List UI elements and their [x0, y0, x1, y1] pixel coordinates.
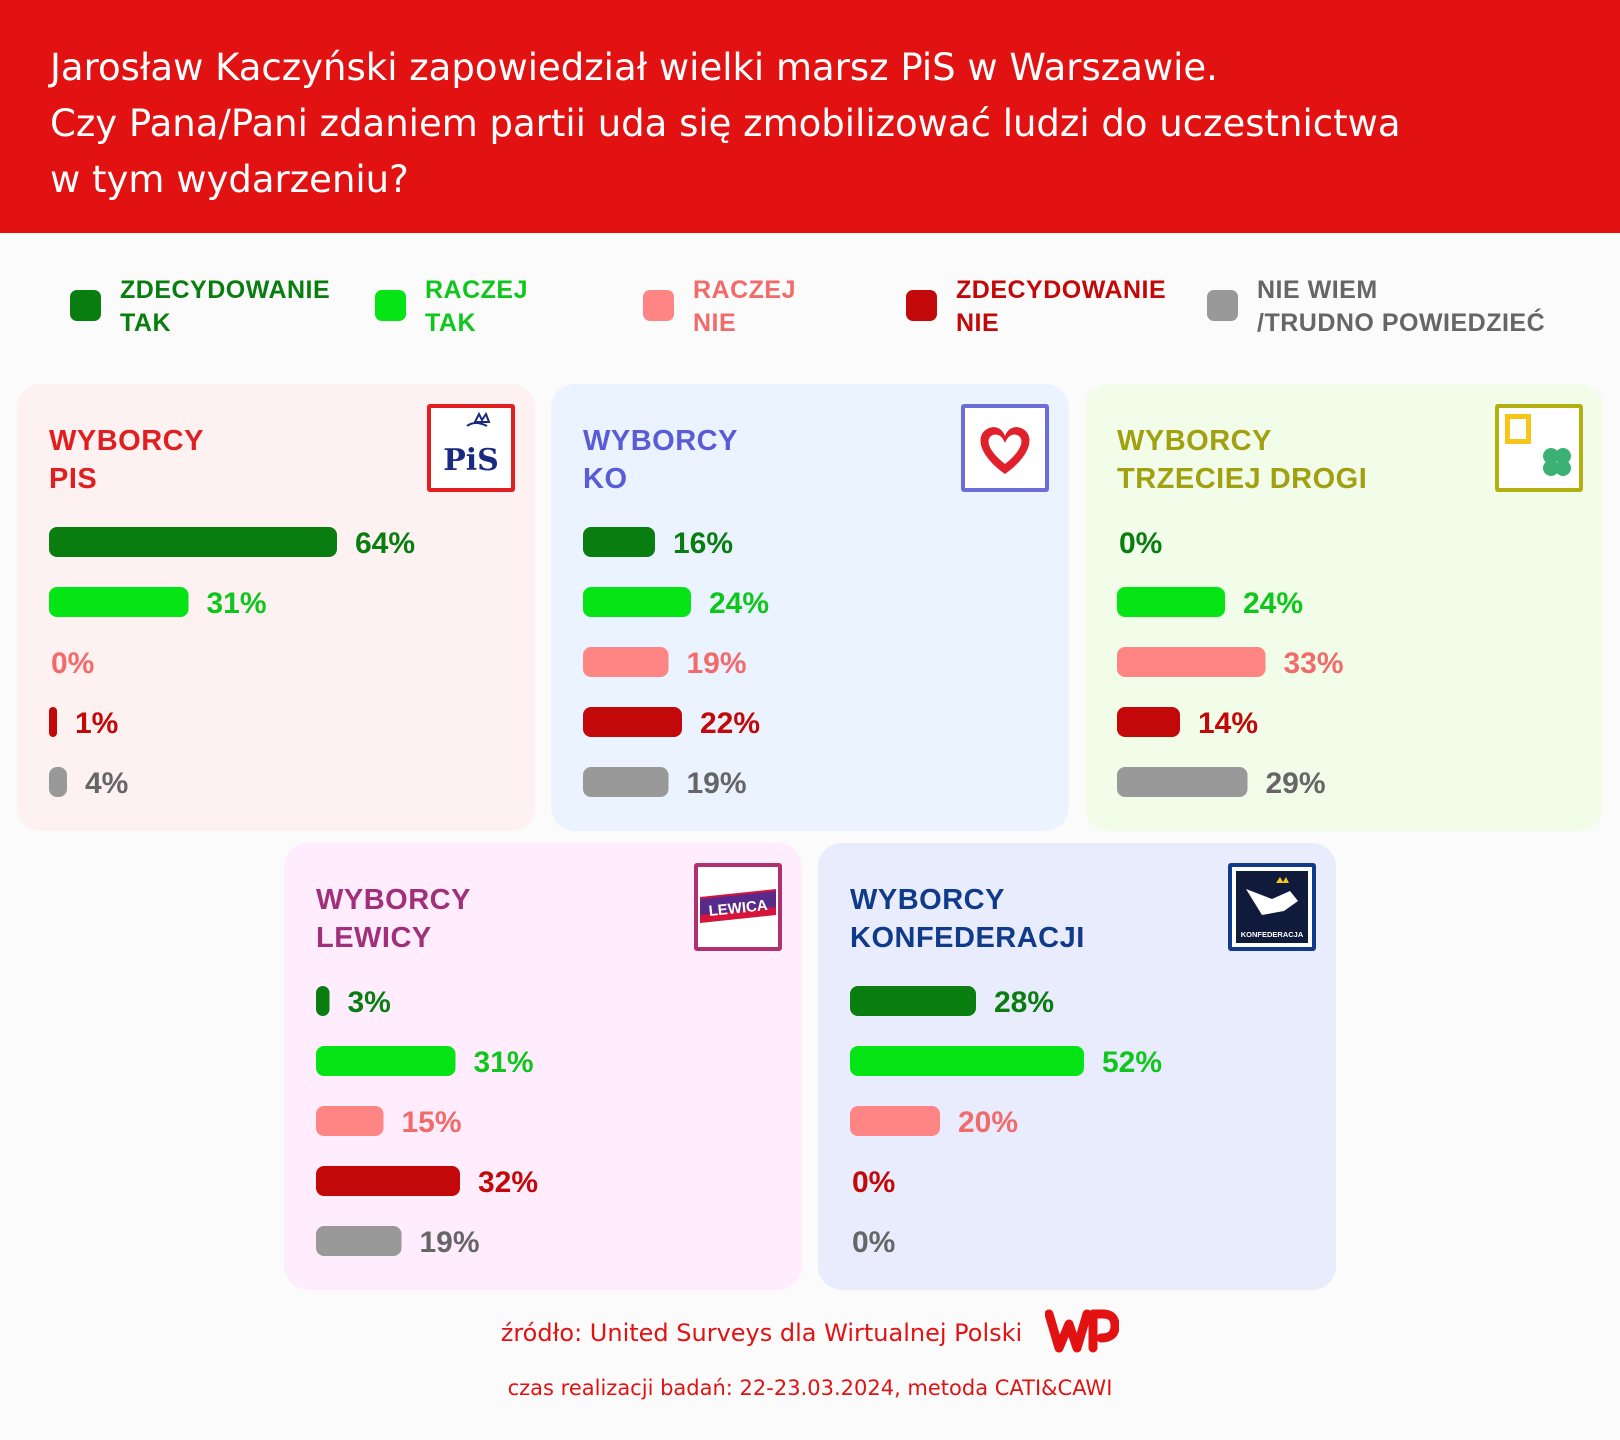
- bars-konfederacja: 28% 52% 20% 0% 0%: [850, 986, 1162, 1259]
- legend-swatch: [643, 290, 674, 321]
- value-label-raczej-nie: 0%: [51, 647, 94, 680]
- value-label-raczej-nie: 19%: [687, 647, 747, 680]
- methodology-footer: czas realizacji badań: 22-23.03.2024, me…: [507, 1376, 1113, 1400]
- legend-swatch: [70, 290, 101, 321]
- value-label-nie-wiem: 19%: [420, 1226, 480, 1259]
- bar-zdecydowanie-nie: [583, 707, 682, 737]
- value-label-raczej-nie: 33%: [1284, 647, 1344, 680]
- legend-item-zdecydowanie-tak: ZDECYDOWANIE TAK: [70, 270, 350, 340]
- bar-zdecydowanie-tak: [49, 527, 337, 557]
- bar-zdecydowanie-tak: [583, 527, 655, 557]
- value-label-raczej-tak: 24%: [709, 587, 769, 620]
- panel-lewica: WYBORCY LEWICY LEWICA 3% 31% 15% 32% 19%: [284, 843, 802, 1290]
- legend-label: NIE WIEM /TRUDNO POWIEDZIEĆ: [1257, 276, 1546, 337]
- panel-title: WYBORCY LEWICY: [316, 884, 471, 954]
- clover-logo: [1495, 404, 1583, 492]
- bar-zdecydowanie-nie: [49, 707, 57, 737]
- value-label-raczej-tak: 24%: [1243, 587, 1303, 620]
- bar-raczej-tak: [1117, 587, 1225, 617]
- bar-raczej-nie: [1117, 647, 1266, 677]
- bar-zdecydowanie-nie: [1117, 707, 1180, 737]
- header-banner: Jarosław Kaczyński zapowiedział wielki m…: [0, 0, 1620, 233]
- legend-label: ZDECYDOWANIE NIE: [956, 276, 1167, 337]
- bar-raczej-tak: [316, 1046, 456, 1076]
- value-label-raczej-tak: 31%: [207, 587, 267, 620]
- value-label-zdecydowanie-nie: 32%: [478, 1166, 538, 1199]
- bar-raczej-nie: [316, 1106, 384, 1136]
- pis-logo-text: PiS: [443, 443, 499, 478]
- bar-nie-wiem: [1117, 767, 1248, 797]
- value-label-zdecydowanie-tak: 64%: [355, 527, 415, 560]
- bar-nie-wiem: [316, 1226, 402, 1256]
- bars-ko: 16% 24% 19% 22% 19%: [583, 527, 769, 800]
- value-label-zdecydowanie-nie: 22%: [700, 707, 760, 740]
- panel-ko: WYBORCY KO 16% 24% 19% 22% 19%: [551, 384, 1069, 831]
- konfederacja-logo-text: KONFEDERACJA: [1241, 930, 1304, 939]
- legend-item-zdecydowanie-nie: ZDECYDOWANIE NIE: [906, 270, 1186, 340]
- legend-swatch: [906, 290, 937, 321]
- legend-item-raczej-tak: RACZEJ TAK: [375, 270, 575, 340]
- heart-logo: [961, 404, 1049, 492]
- bar-nie-wiem: [49, 767, 67, 797]
- pis-logo: PiS: [427, 404, 515, 492]
- panel-title: WYBORCY KONFEDERACJI: [850, 884, 1085, 954]
- lewica-logo: LEWICA: [694, 863, 782, 951]
- lewica-logo-text: LEWICA: [708, 897, 769, 920]
- legend-label: ZDECYDOWANIE TAK: [120, 276, 331, 337]
- bar-zdecydowanie-tak: [850, 986, 976, 1016]
- value-label-nie-wiem: 0%: [852, 1226, 895, 1259]
- panel-trzecia-droga: WYBORCY TRZECIEJ DROGI 0% 24% 33% 14% 29%: [1085, 384, 1603, 831]
- legend-swatch: [375, 290, 406, 321]
- bar-raczej-nie: [850, 1106, 940, 1136]
- konfederacja-logo: KONFEDERACJA: [1228, 863, 1316, 951]
- bar-raczej-nie: [583, 647, 669, 677]
- panel-title: WYBORCY PIS: [49, 425, 204, 495]
- bar-zdecydowanie-nie: [316, 1166, 460, 1196]
- panel-title: WYBORCY TRZECIEJ DROGI: [1117, 425, 1368, 495]
- legend-item-raczej-nie: RACZEJ NIE: [643, 270, 843, 340]
- bar-zdecydowanie-tak: [316, 986, 330, 1016]
- bars-lewica: 3% 31% 15% 32% 19%: [316, 986, 538, 1259]
- panel-pis: WYBORCY PIS PiS 64% 31% 0% 1% 4%: [17, 384, 535, 831]
- value-label-raczej-tak: 52%: [1102, 1046, 1162, 1079]
- bar-raczej-tak: [583, 587, 691, 617]
- bar-nie-wiem: [583, 767, 669, 797]
- value-label-raczej-nie: 20%: [958, 1106, 1018, 1139]
- chart-title: Jarosław Kaczyński zapowiedział wielki m…: [50, 46, 1401, 201]
- value-label-raczej-tak: 31%: [474, 1046, 534, 1079]
- panel-konfederacja: WYBORCY KONFEDERACJI KONFEDERACJA 28% 52%…: [818, 843, 1336, 1290]
- value-label-nie-wiem: 19%: [687, 767, 747, 800]
- source-footer: źródło: United Surveys dla Wirtualnej Po…: [0, 1308, 1620, 1358]
- value-label-zdecydowanie-tak: 28%: [994, 986, 1054, 1019]
- value-label-nie-wiem: 29%: [1266, 767, 1326, 800]
- value-label-nie-wiem: 4%: [85, 767, 128, 800]
- value-label-zdecydowanie-tak: 16%: [673, 527, 733, 560]
- wp-logo: [1044, 1308, 1120, 1358]
- value-label-raczej-nie: 15%: [402, 1106, 462, 1139]
- bars-trzecia-droga: 0% 24% 33% 14%29%: [1117, 527, 1344, 800]
- legend-item-nie-wiem: NIE WIEM /TRUDNO POWIEDZIEĆ: [1207, 270, 1607, 340]
- value-label-zdecydowanie-nie: 14%: [1198, 707, 1258, 740]
- legend-label: RACZEJ TAK: [425, 276, 529, 337]
- legend-swatch: [1207, 290, 1238, 321]
- value-label-zdecydowanie-nie: 0%: [852, 1166, 895, 1199]
- bar-raczej-tak: [49, 587, 189, 617]
- value-label-zdecydowanie-tak: 3%: [348, 986, 391, 1019]
- value-label-zdecydowanie-tak: 0%: [1119, 527, 1162, 560]
- legend-label: RACZEJ NIE: [693, 276, 797, 337]
- value-label-zdecydowanie-nie: 1%: [75, 707, 118, 740]
- source-text: źródło: United Surveys dla Wirtualnej Po…: [500, 1319, 1023, 1347]
- bars-pis: 64% 31% 0% 1% 4%: [49, 527, 415, 800]
- bar-raczej-tak: [850, 1046, 1084, 1076]
- panel-title: WYBORCY KO: [583, 425, 738, 495]
